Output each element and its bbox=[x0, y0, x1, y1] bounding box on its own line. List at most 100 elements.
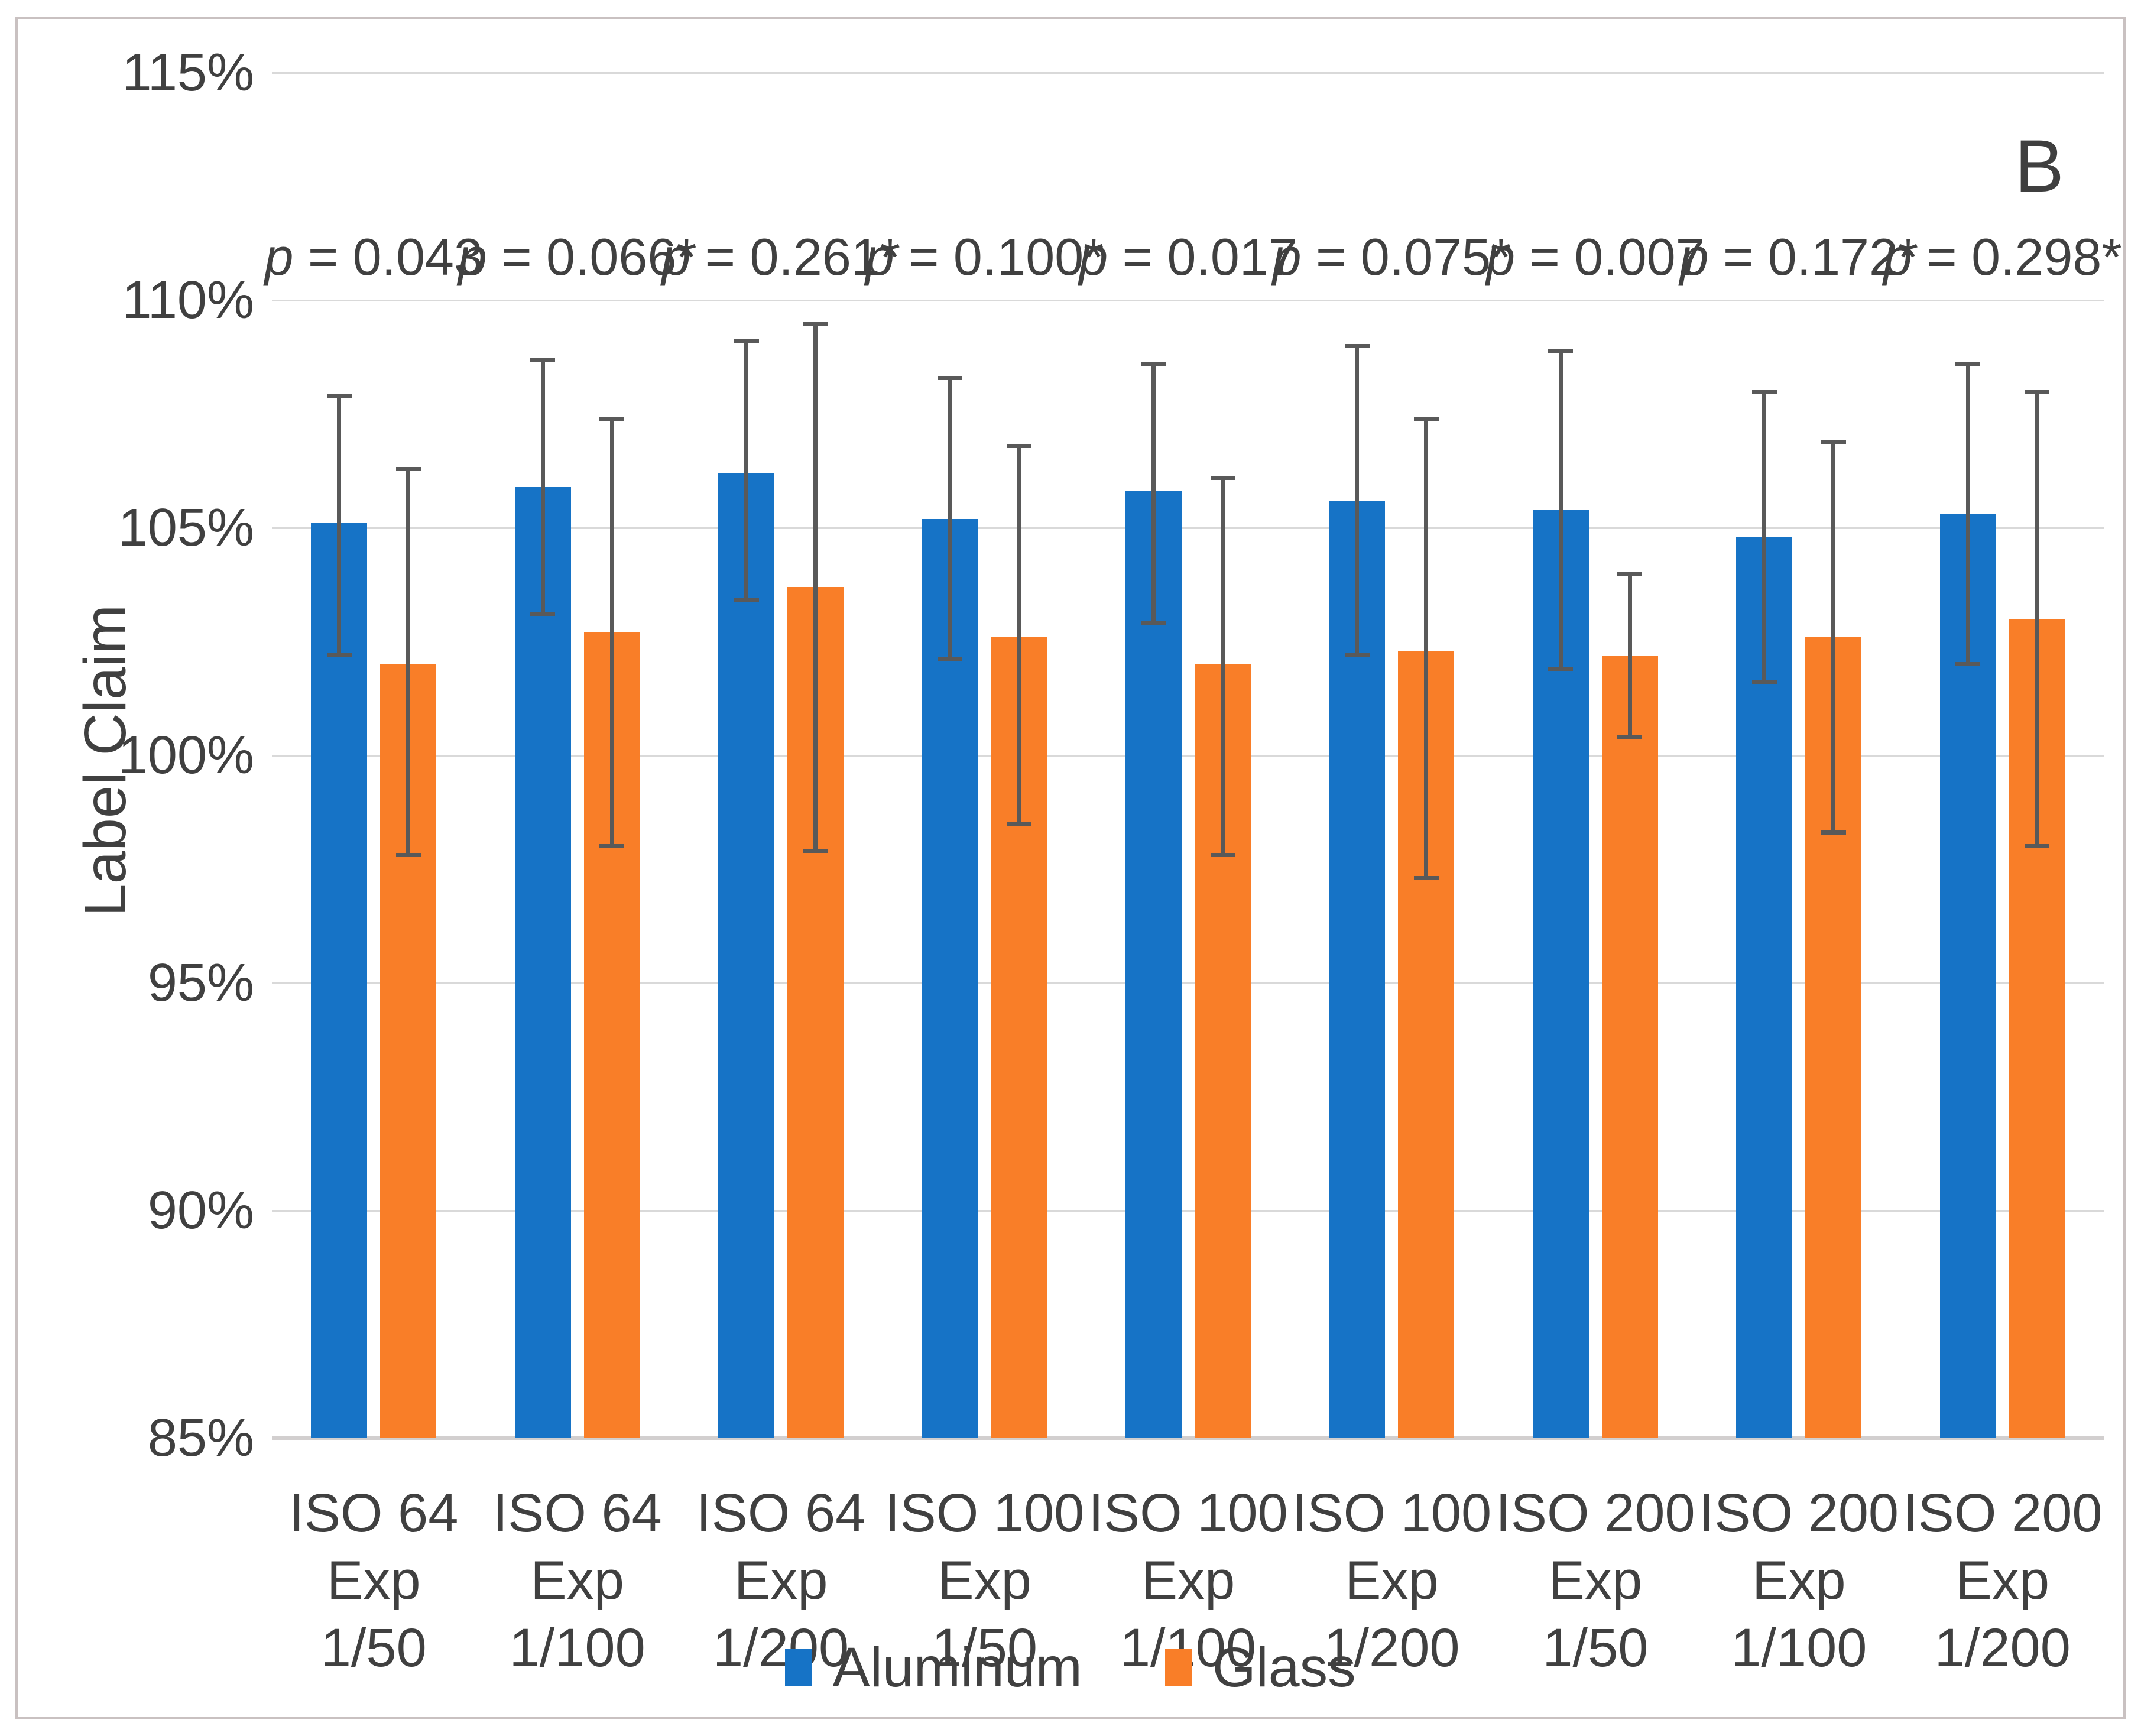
error-bar-aluminum-1 bbox=[337, 395, 342, 656]
bar-aluminum-8 bbox=[1736, 537, 1793, 1438]
error-cap-bottom bbox=[2025, 844, 2050, 848]
y-tick-label-100: 100% bbox=[118, 726, 254, 785]
error-cap-top bbox=[326, 394, 352, 398]
gridline-105 bbox=[272, 527, 2104, 529]
error-cap-top bbox=[1141, 362, 1166, 366]
error-cap-top bbox=[2025, 390, 2050, 394]
p-value-label: p = 0.007 bbox=[1486, 228, 1705, 286]
error-bar-glass-7 bbox=[1627, 573, 1632, 738]
legend-swatch-glass-icon bbox=[1164, 1649, 1192, 1686]
error-cap-bottom bbox=[1955, 662, 1981, 666]
gridline-110 bbox=[272, 300, 2104, 301]
error-bar-glass-1 bbox=[406, 468, 411, 856]
legend-swatch-aluminum-icon bbox=[785, 1649, 813, 1686]
error-cap-top bbox=[1413, 417, 1439, 421]
x-axis-line bbox=[272, 1436, 2104, 1440]
error-cap-bottom bbox=[938, 657, 963, 662]
error-cap-top bbox=[599, 417, 625, 421]
y-tick-label-85: 85% bbox=[147, 1409, 254, 1468]
error-bar-glass-4 bbox=[1017, 446, 1021, 824]
error-bar-glass-9 bbox=[2035, 391, 2039, 846]
x-axis-label-7: ISO 200 Exp 1/50 bbox=[1496, 1483, 1695, 1678]
error-cap-bottom bbox=[1210, 853, 1235, 858]
error-cap-bottom bbox=[1617, 735, 1643, 739]
p-value-label: p = 0.100* bbox=[865, 228, 1104, 286]
error-bar-aluminum-5 bbox=[1151, 364, 1156, 624]
x-axis-label-3: ISO 64 Exp 1/200 bbox=[696, 1483, 866, 1678]
gridline-95 bbox=[272, 982, 2104, 984]
panel-label: B bbox=[2015, 125, 2064, 207]
y-tick-label-95: 95% bbox=[147, 953, 254, 1013]
gridline-90 bbox=[272, 1210, 2104, 1212]
legend-label-glass: Glass bbox=[1212, 1636, 1356, 1699]
error-bar-aluminum-4 bbox=[948, 377, 952, 660]
error-cap-top bbox=[734, 339, 759, 344]
error-cap-bottom bbox=[1413, 875, 1439, 880]
error-bar-aluminum-6 bbox=[1355, 346, 1360, 656]
p-value-label: p = 0.043 bbox=[264, 228, 483, 286]
error-cap-top bbox=[1751, 390, 1777, 394]
error-bar-glass-3 bbox=[813, 323, 818, 851]
legend-label-aluminum: Aluminum bbox=[832, 1636, 1082, 1699]
error-cap-top bbox=[1955, 362, 1981, 366]
error-cap-top bbox=[1007, 444, 1032, 449]
x-axis-label-2: ISO 64 Exp 1/100 bbox=[492, 1483, 662, 1678]
error-bar-glass-6 bbox=[1424, 418, 1429, 878]
x-axis-label-6: ISO 100 Exp 1/200 bbox=[1292, 1483, 1492, 1678]
error-bar-glass-8 bbox=[1831, 441, 1836, 833]
bar-glass-7 bbox=[1601, 655, 1658, 1438]
error-cap-top bbox=[1548, 348, 1574, 353]
y-tick-label-90: 90% bbox=[147, 1181, 254, 1240]
error-cap-bottom bbox=[1751, 680, 1777, 684]
y-tick-label-105: 105% bbox=[118, 498, 254, 557]
error-cap-top bbox=[1821, 439, 1846, 444]
p-value-label: p = 0.075* bbox=[1272, 228, 1511, 286]
error-cap-bottom bbox=[395, 853, 421, 858]
p-value-label: p = 0.017 bbox=[1079, 228, 1297, 286]
y-axis-title: Label Claim bbox=[72, 604, 138, 917]
bar-aluminum-3 bbox=[718, 473, 775, 1438]
error-cap-top bbox=[1344, 344, 1370, 348]
error-bar-aluminum-3 bbox=[744, 341, 749, 601]
error-cap-top bbox=[938, 375, 963, 380]
bar-aluminum-9 bbox=[1939, 514, 1996, 1438]
legend-item-aluminum: Aluminum bbox=[785, 1636, 1082, 1700]
error-cap-bottom bbox=[803, 848, 828, 853]
y-tick-label-115: 115% bbox=[122, 43, 254, 102]
legend: Aluminum Glass bbox=[0, 1629, 2141, 1706]
gridline-115 bbox=[272, 72, 2104, 74]
error-cap-bottom bbox=[1821, 830, 1846, 835]
error-cap-top bbox=[1617, 572, 1643, 576]
error-cap-top bbox=[530, 358, 556, 362]
bar-aluminum-1 bbox=[311, 523, 368, 1438]
error-cap-bottom bbox=[326, 653, 352, 657]
error-bar-glass-2 bbox=[609, 418, 614, 846]
p-value-label: p = 0.066* bbox=[458, 228, 697, 286]
error-bar-aluminum-8 bbox=[1762, 391, 1767, 683]
x-axis-label-1: ISO 64 Exp 1/50 bbox=[289, 1483, 459, 1678]
x-axis-label-8: ISO 200 Exp 1/100 bbox=[1699, 1483, 1899, 1678]
error-bar-aluminum-2 bbox=[540, 359, 545, 615]
x-axis-label-9: ISO 200 Exp 1/200 bbox=[1902, 1483, 2103, 1678]
p-value-label: p = 0.172* bbox=[1679, 228, 1919, 286]
error-bar-glass-5 bbox=[1221, 478, 1225, 856]
error-bar-aluminum-9 bbox=[1965, 364, 1970, 664]
error-cap-bottom bbox=[599, 844, 625, 848]
p-value-label: p = 0.298* bbox=[1883, 228, 2122, 286]
x-axis-label-4: ISO 100 Exp 1/50 bbox=[884, 1483, 1085, 1678]
error-cap-bottom bbox=[1007, 821, 1032, 826]
legend-item-glass: Glass bbox=[1164, 1636, 1356, 1700]
error-cap-top bbox=[803, 321, 828, 326]
gridline-100 bbox=[272, 755, 2104, 757]
error-bar-aluminum-7 bbox=[1558, 350, 1563, 669]
error-cap-bottom bbox=[734, 598, 759, 603]
bar-aluminum-2 bbox=[514, 486, 571, 1438]
error-cap-top bbox=[395, 466, 421, 471]
y-tick-label-110: 110% bbox=[122, 271, 254, 330]
error-cap-bottom bbox=[1344, 653, 1370, 657]
bar-aluminum-4 bbox=[922, 518, 978, 1438]
error-cap-bottom bbox=[530, 612, 556, 616]
error-cap-bottom bbox=[1548, 666, 1574, 671]
